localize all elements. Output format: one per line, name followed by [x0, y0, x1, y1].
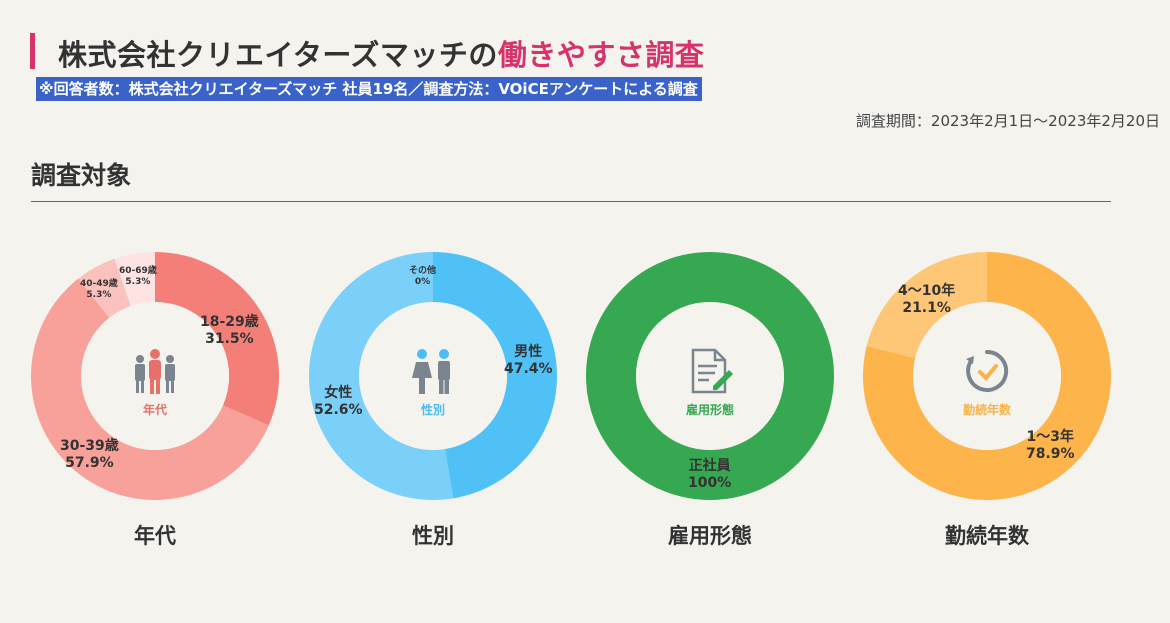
donut-gender-svg	[308, 252, 557, 500]
slice-name-female: 女性	[324, 385, 353, 401]
page-title-accent: 働きやすさ調査	[497, 38, 705, 72]
slice-value-female: 52.6%	[314, 401, 363, 418]
slice-name-4-10: 4〜10年	[898, 283, 956, 299]
title-accent-bar	[30, 33, 35, 69]
donut-age-svg	[30, 252, 279, 501]
slice-name-18-29: 18-29歳	[200, 314, 259, 330]
slice-label-male: 男性 47.4%	[504, 344, 553, 378]
people-slice-1	[30, 278, 269, 501]
donut-chart-tenure: 勤続年数 1〜3年 78.9% 4〜10年 21.1%	[862, 251, 1112, 501]
donut-chart-age: 年代 18-29歳 31.5% 30-39歳 57.9% 40-49歳 5.3%…	[30, 251, 280, 501]
slice-name-40-49: 40-49歳	[80, 279, 118, 289]
center-label-employment: 雇用形態	[685, 403, 734, 417]
slice-name-30-39: 30-39歳	[60, 438, 119, 454]
donut-hole	[636, 302, 784, 450]
slice-value-other: 0%	[414, 276, 431, 287]
slice-label-fulltime: 正社員 100%	[688, 458, 731, 492]
slice-value-40-49: 5.3%	[86, 289, 112, 300]
survey-period: 調査期間：2023年2月1日〜2023年2月20日	[855, 112, 1160, 130]
slice-value-4-10: 21.1%	[902, 299, 951, 316]
gender-slice-1	[308, 252, 454, 500]
people-slice-2	[78, 258, 131, 318]
slice-name-male: 男性	[514, 344, 543, 360]
donut-hole	[359, 302, 507, 450]
people-slice-0	[155, 252, 279, 426]
donut-chart-employment: 雇用形態 正社員 100%	[585, 251, 835, 501]
slice-value-60-69: 5.3%	[125, 276, 151, 287]
timer-slice-1	[866, 252, 987, 359]
section-title: 調査対象	[31, 161, 132, 190]
slice-name-60-69: 60-69歳	[119, 266, 157, 276]
caption-gender: 性別	[412, 524, 454, 548]
document-slice-0	[586, 252, 834, 500]
caption-employment: 雇用形態	[668, 524, 752, 548]
page-title-main: 株式会社クリエイターズマッチの	[58, 38, 498, 72]
slice-label-other: その他 0%	[409, 266, 436, 288]
slice-value-1-3: 78.9%	[1026, 445, 1075, 462]
slice-value-fulltime: 100%	[688, 474, 732, 491]
slice-label-30-39: 30-39歳 57.9%	[60, 438, 119, 472]
gender-slice-0	[433, 252, 557, 499]
slice-label-40-49: 40-49歳 5.3%	[80, 279, 118, 301]
slice-value-30-39: 57.9%	[65, 454, 114, 471]
center-label-age: 年代	[142, 403, 167, 417]
section-divider	[31, 201, 1111, 202]
caption-age: 年代	[134, 524, 176, 548]
document-icon	[685, 346, 735, 396]
center-label-tenure: 勤続年数	[962, 403, 1011, 417]
slice-label-60-69: 60-69歳 5.3%	[119, 266, 157, 288]
slice-label-4-10: 4〜10年 21.1%	[898, 283, 955, 317]
slice-label-1-3: 1〜3年 78.9%	[1026, 429, 1075, 463]
gender-icon	[408, 346, 458, 396]
donut-chart-gender: 性別 男性 47.4% 女性 52.6% その他 0%	[308, 251, 558, 501]
slice-name-fulltime: 正社員	[688, 458, 731, 474]
slice-name-other: その他	[409, 266, 437, 276]
survey-note: ※回答者数：株式会社クリエイターズマッチ 社員19名／調査方法：VOiCEアンケ…	[36, 77, 702, 101]
people-icon	[130, 346, 180, 396]
slice-value-male: 47.4%	[504, 360, 553, 377]
page-title: 株式会社クリエイターズマッチの働きやすさ調査	[58, 32, 704, 74]
donut-employment-svg	[586, 252, 834, 500]
center-label-gender: 性別	[420, 403, 445, 417]
people-slice-3	[114, 252, 155, 307]
slice-label-18-29: 18-29歳 31.5%	[200, 314, 259, 348]
slice-value-18-29: 31.5%	[205, 330, 254, 347]
timer-slice-0	[863, 252, 1111, 500]
slice-name-1-3: 1〜3年	[1026, 429, 1075, 445]
caption-tenure: 勤続年数	[945, 524, 1029, 548]
slice-label-female: 女性 52.6%	[314, 385, 363, 419]
timer-icon	[962, 346, 1012, 396]
donut-tenure-svg	[863, 252, 1111, 500]
